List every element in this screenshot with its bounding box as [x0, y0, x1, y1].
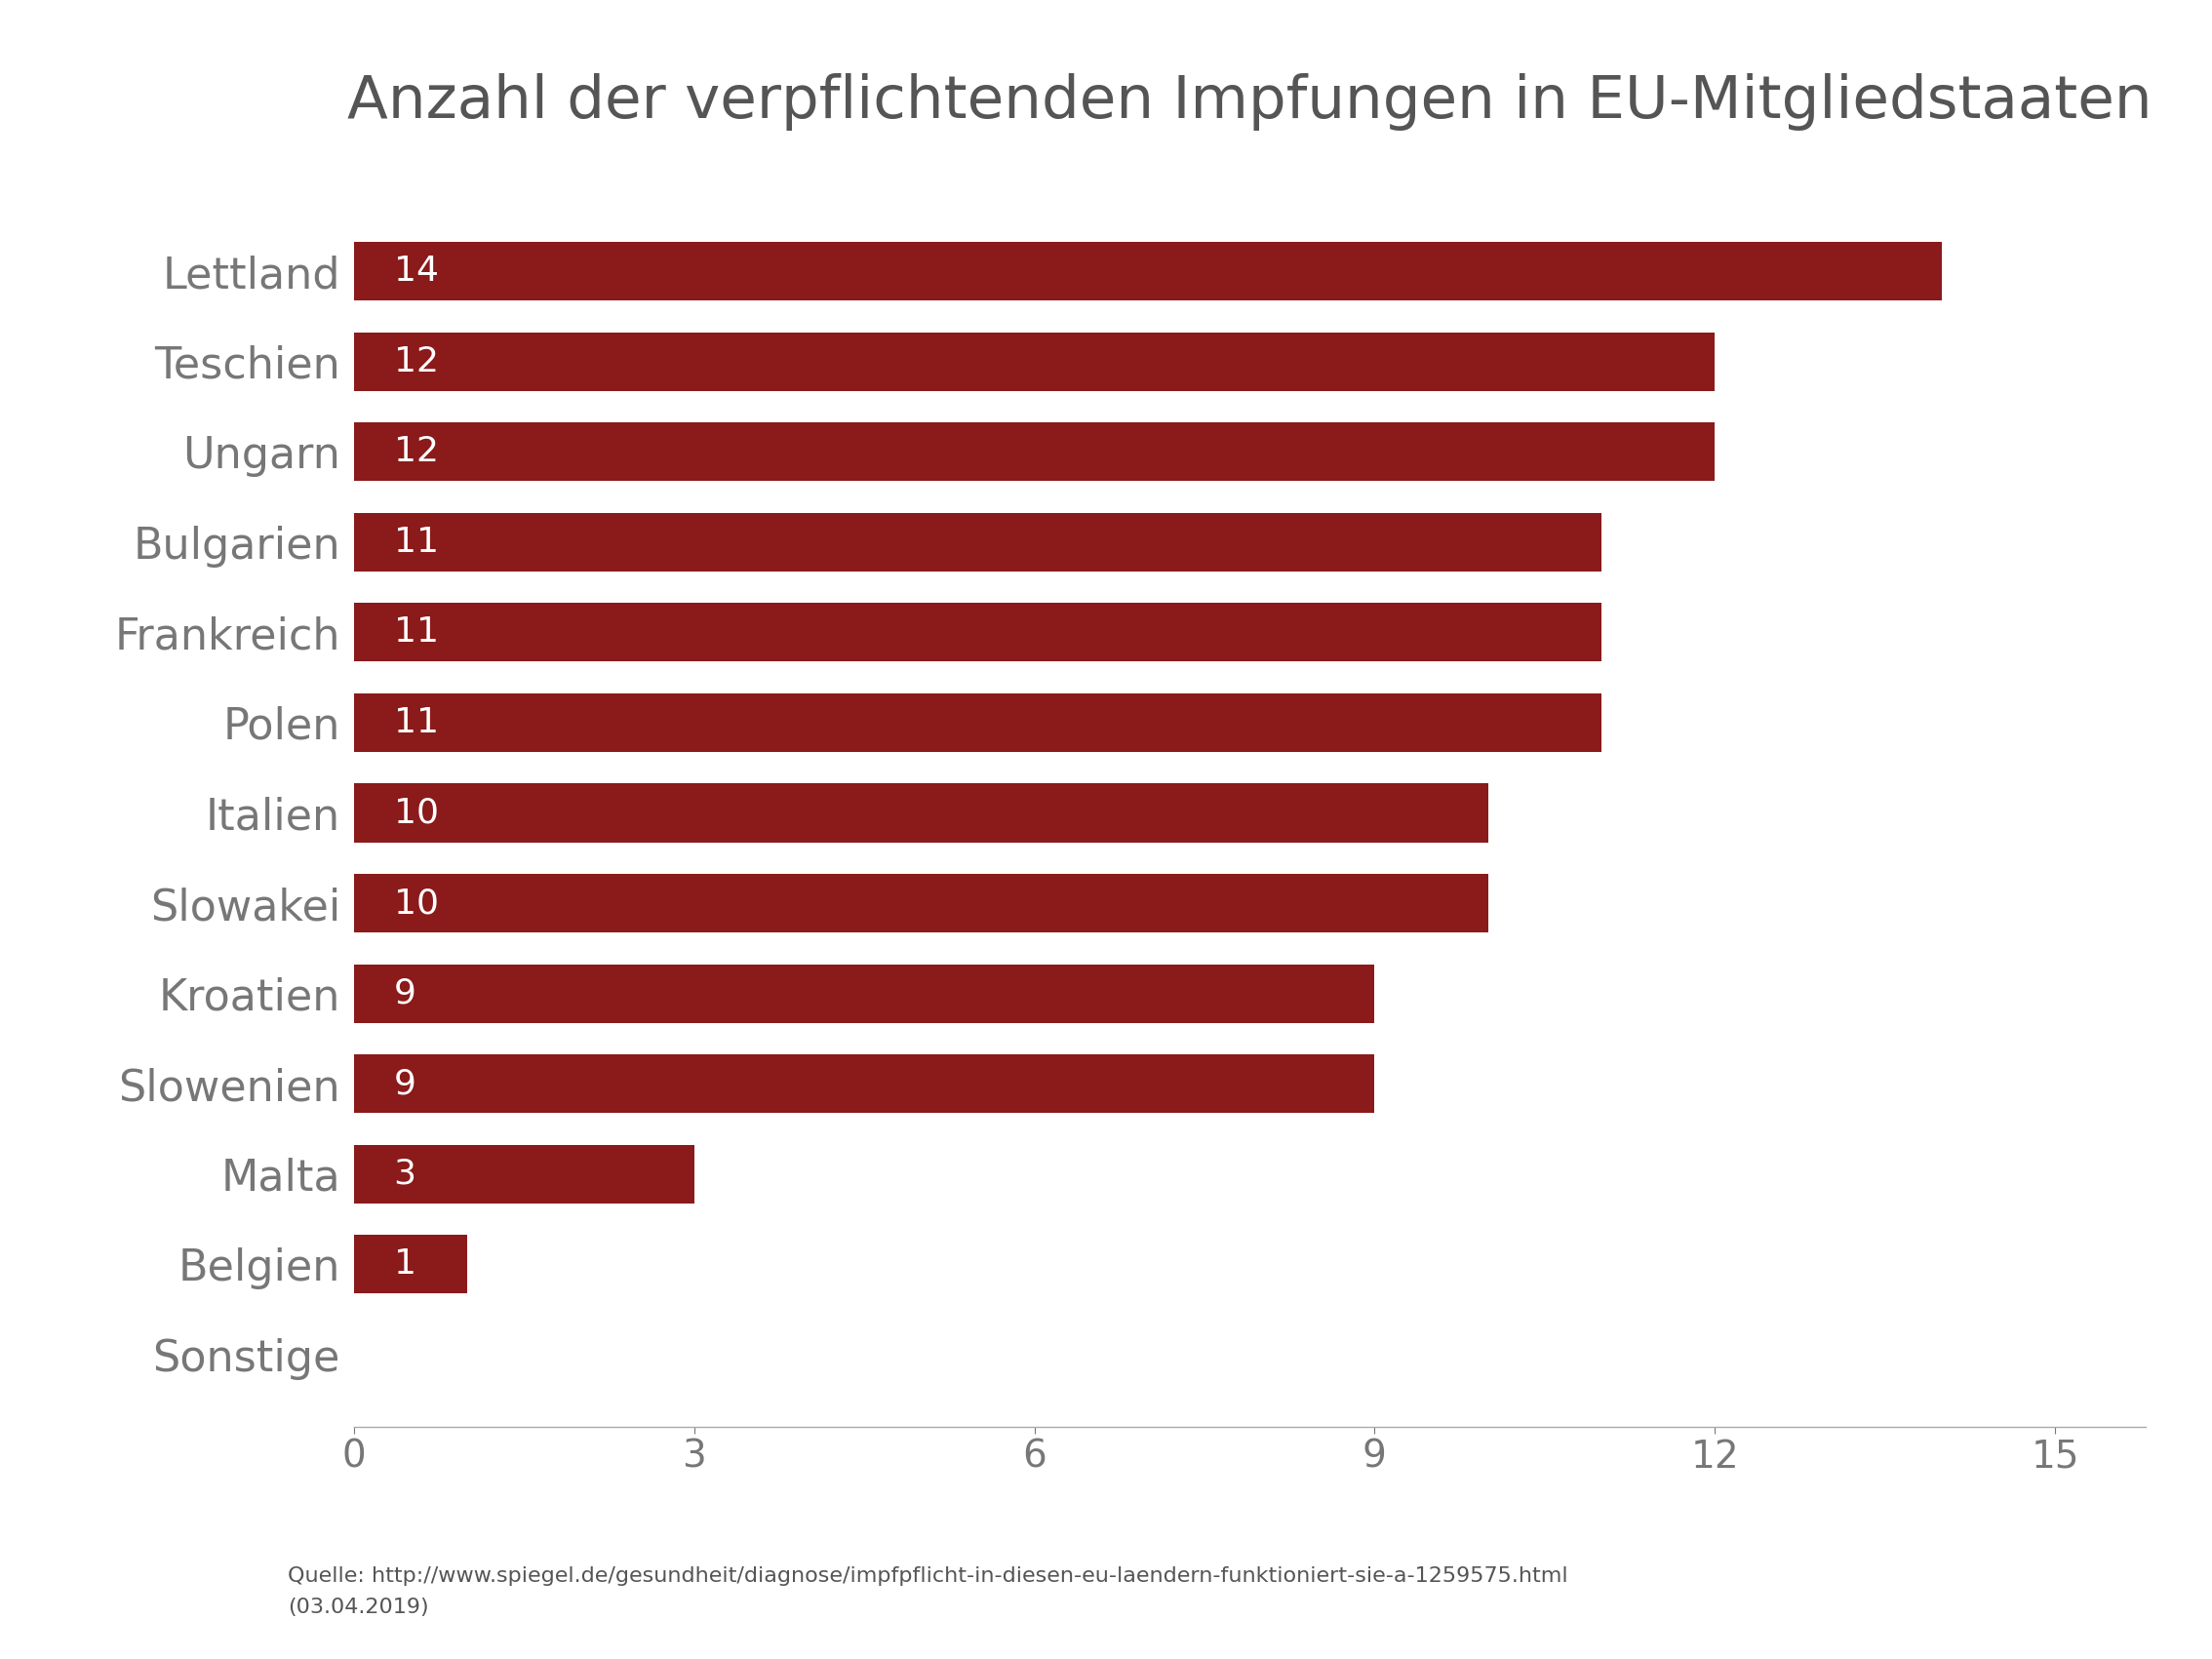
Bar — [354, 602, 1601, 662]
Title: Anzahl der verpflichtenden Impfungen in EU-Mitgliedstaaten: Anzahl der verpflichtenden Impfungen in … — [347, 73, 2152, 131]
Text: 10: 10 — [394, 796, 438, 830]
Text: 3: 3 — [394, 1158, 416, 1191]
Text: 10: 10 — [394, 886, 438, 919]
Text: 1: 1 — [394, 1248, 416, 1281]
Text: 12: 12 — [394, 435, 438, 468]
Bar — [354, 242, 1942, 300]
Bar — [354, 1055, 1374, 1113]
Bar — [354, 423, 1714, 481]
Text: 11: 11 — [394, 707, 438, 740]
Text: Quelle: http://www.spiegel.de/gesundheit/diagnose/impfpflicht-in-diesen-eu-laend: Quelle: http://www.spiegel.de/gesundheit… — [288, 1566, 1568, 1618]
Bar — [354, 513, 1601, 571]
Text: 14: 14 — [394, 255, 438, 289]
Bar — [354, 964, 1374, 1024]
Bar — [354, 332, 1714, 392]
Text: 9: 9 — [394, 1067, 416, 1100]
Text: 11: 11 — [394, 615, 438, 649]
Text: 12: 12 — [394, 345, 438, 378]
Bar — [354, 1234, 467, 1294]
Text: 11: 11 — [394, 526, 438, 559]
Bar — [354, 1145, 695, 1203]
Bar — [354, 874, 1489, 932]
Bar — [354, 783, 1489, 843]
Text: 9: 9 — [394, 977, 416, 1010]
Bar — [354, 693, 1601, 752]
